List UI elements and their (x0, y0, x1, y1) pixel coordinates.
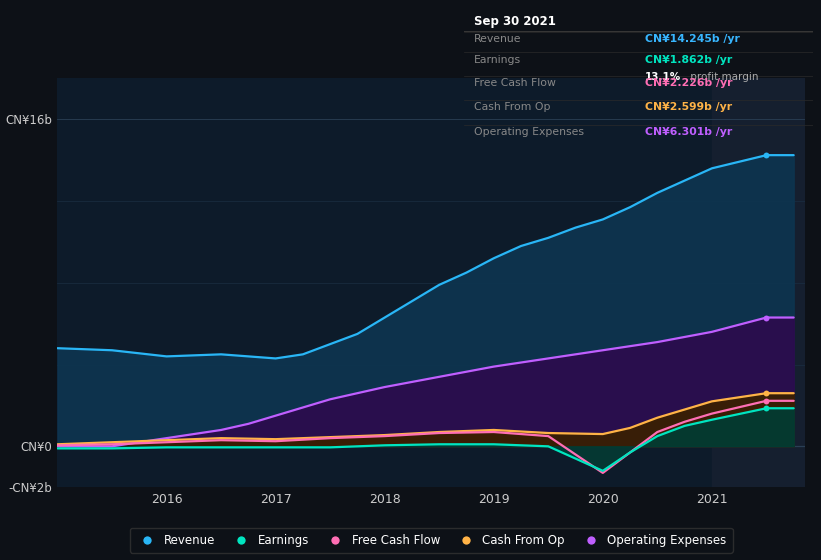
Text: Sep 30 2021: Sep 30 2021 (475, 15, 556, 27)
Text: CN¥14.245b /yr: CN¥14.245b /yr (645, 34, 741, 44)
Text: Free Cash Flow: Free Cash Flow (475, 78, 556, 88)
Text: Revenue: Revenue (475, 34, 522, 44)
Text: CN¥1.862b /yr: CN¥1.862b /yr (645, 54, 732, 64)
Text: Cash From Op: Cash From Op (475, 102, 551, 112)
Point (760, 151, 773, 160)
Text: Earnings: Earnings (475, 54, 521, 64)
Text: CN¥6.301b /yr: CN¥6.301b /yr (645, 127, 732, 137)
Text: CN¥2.226b /yr: CN¥2.226b /yr (645, 78, 733, 88)
Point (760, 389, 773, 398)
Point (760, 404, 773, 413)
Text: 13.1%: 13.1% (645, 72, 681, 82)
Point (760, 313, 773, 322)
Legend: Revenue, Earnings, Free Cash Flow, Cash From Op, Operating Expenses: Revenue, Earnings, Free Cash Flow, Cash … (130, 528, 732, 553)
Bar (712, 78, 805, 487)
Text: CN¥2.599b /yr: CN¥2.599b /yr (645, 102, 732, 112)
Text: profit margin: profit margin (687, 72, 759, 82)
Point (760, 396, 773, 405)
Text: Operating Expenses: Operating Expenses (475, 127, 585, 137)
